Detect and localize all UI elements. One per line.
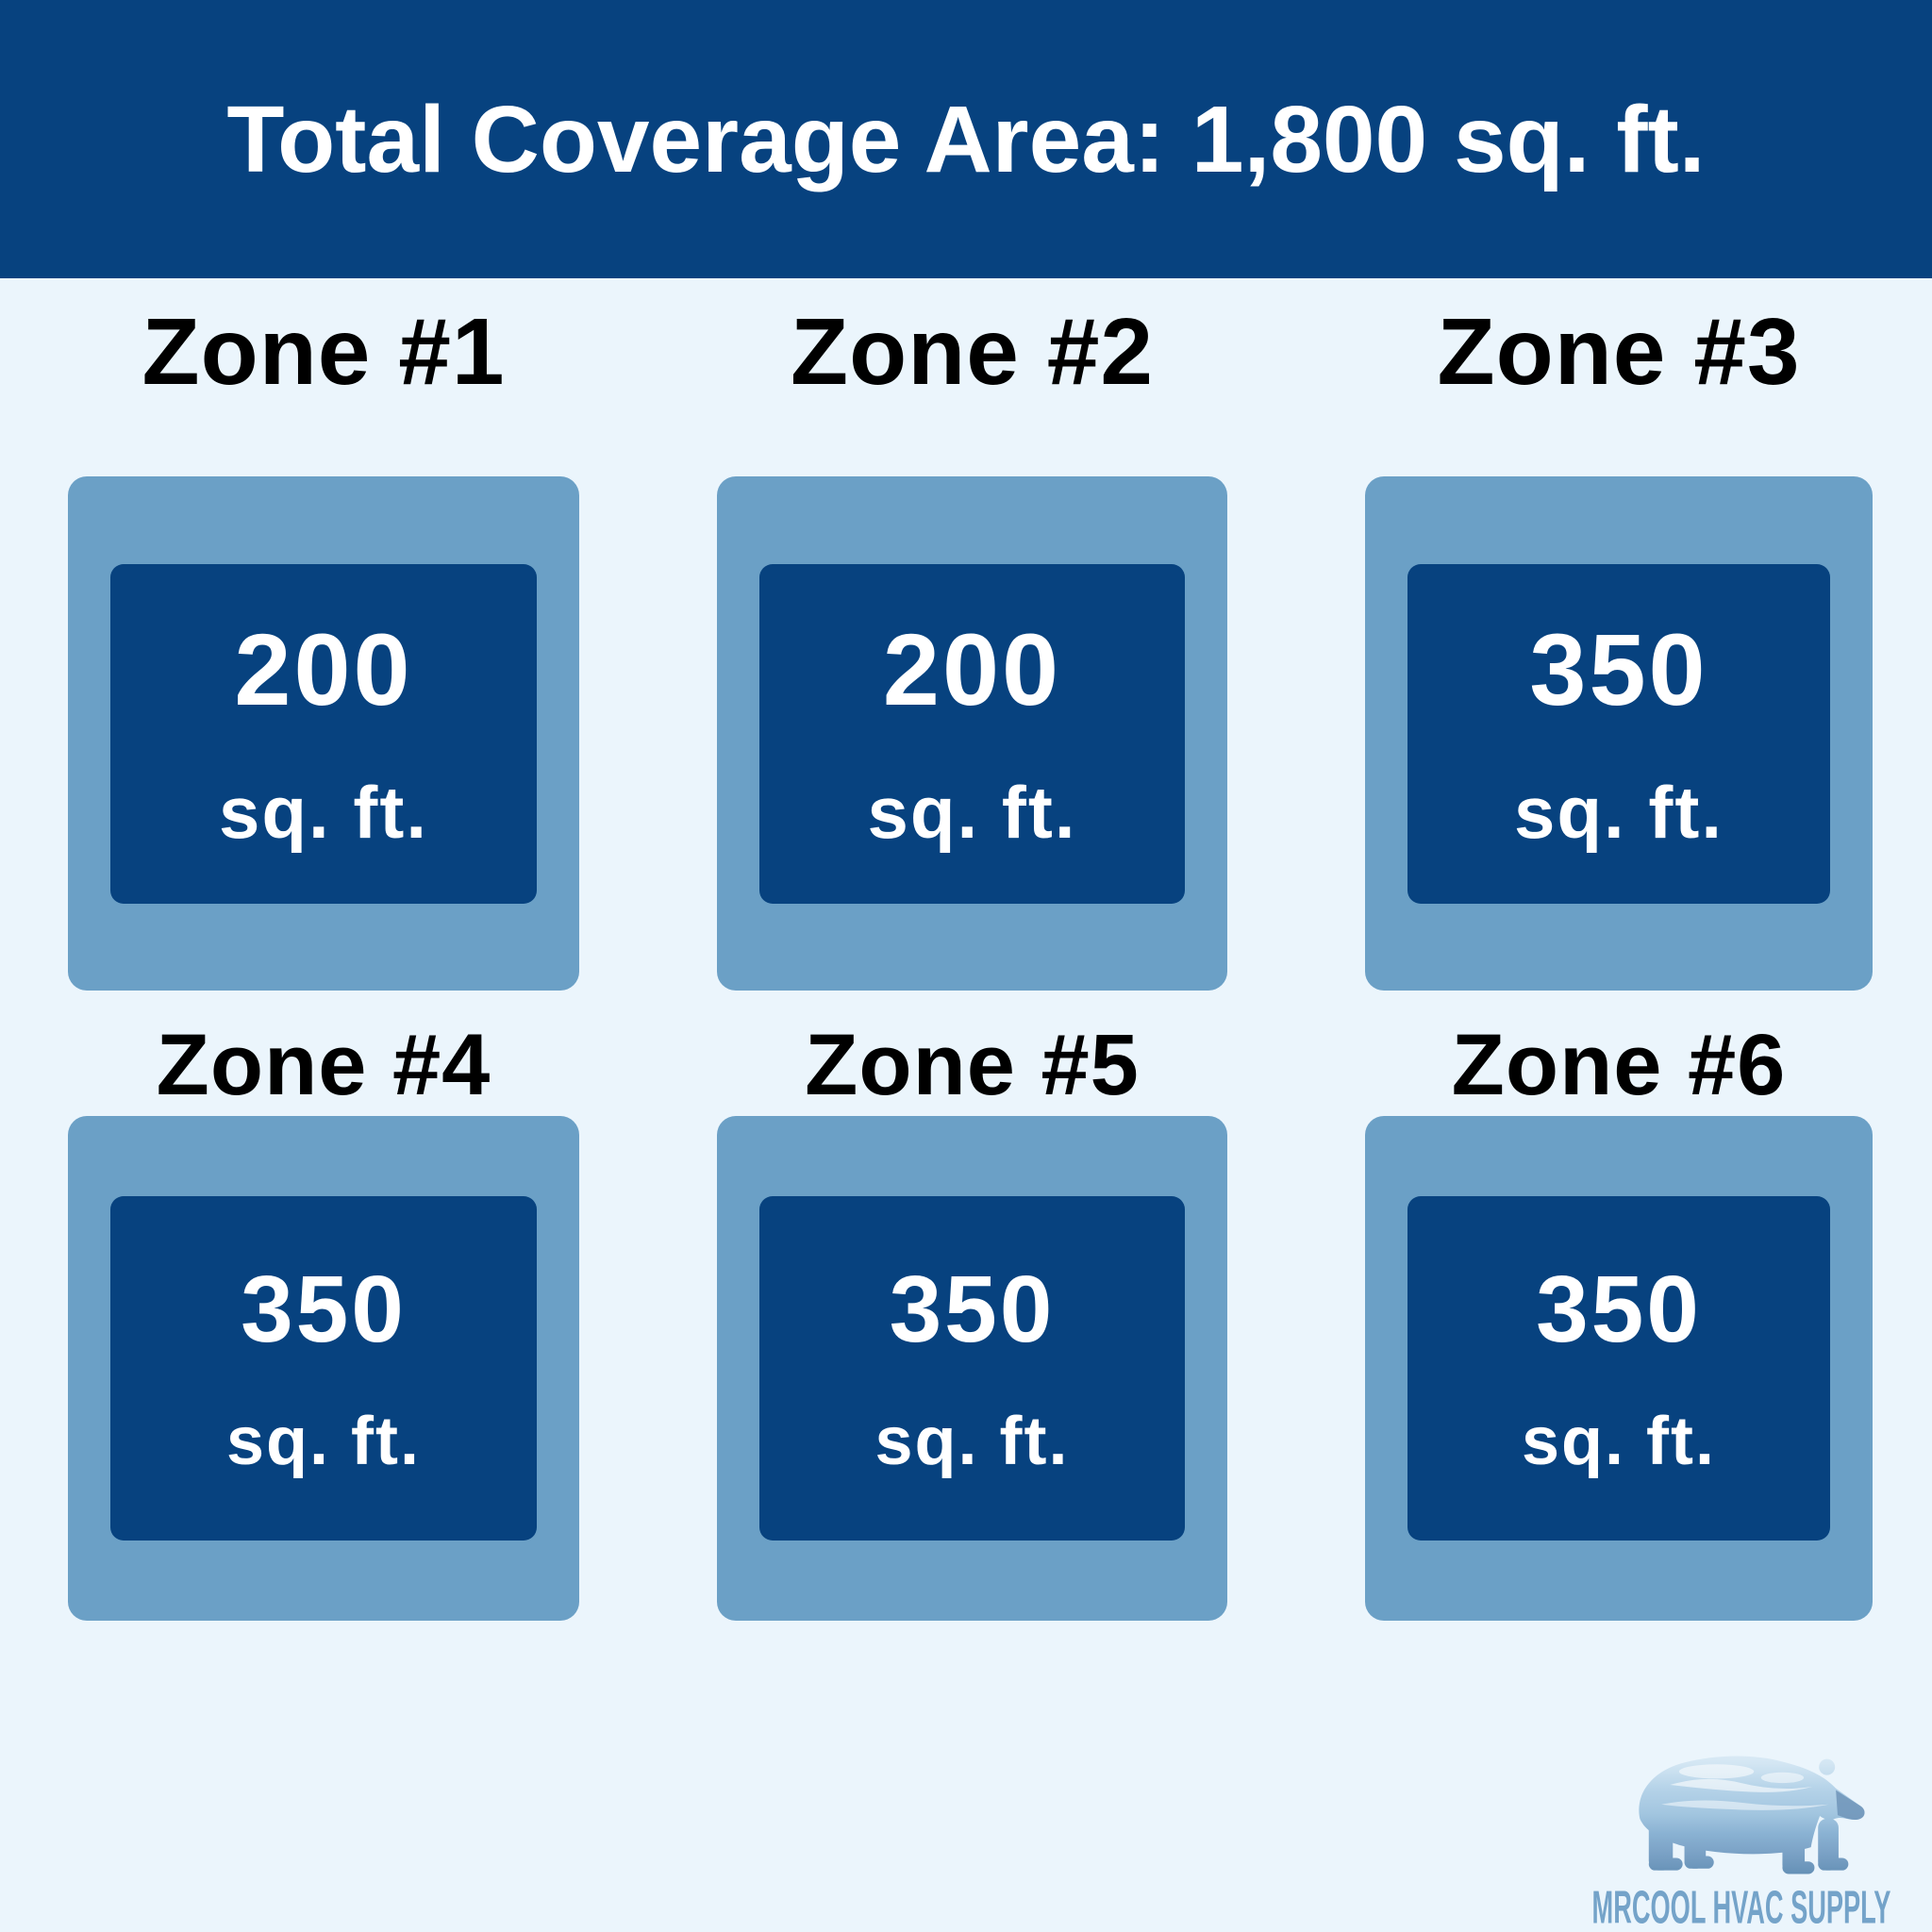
- zone-card-6: Zone #6 350 sq. ft.: [1365, 991, 1873, 1621]
- zone-area-unit: sq. ft.: [1514, 770, 1724, 854]
- zone-area-value: 350: [241, 1256, 407, 1362]
- zone-label: Zone #1: [142, 298, 506, 405]
- zone-area-value: 350: [1536, 1256, 1702, 1362]
- zone-label: Zone #3: [1437, 298, 1801, 405]
- zone-inner-box: 350 sq. ft.: [759, 1196, 1185, 1541]
- zone-card-1: Zone #1 200 sq. ft.: [68, 278, 579, 991]
- zone-area-unit: sq. ft.: [219, 770, 428, 854]
- zone-coverage-box: 200 sq. ft.: [717, 476, 1227, 991]
- zone-area-value: 200: [882, 611, 1062, 726]
- brand-logo: MRCOOL HVAC SUPPLY: [1592, 1721, 1890, 1931]
- zone-label: Zone #2: [791, 298, 1154, 405]
- zone-label: Zone #4: [156, 1016, 491, 1113]
- zone-card-5: Zone #5 350 sq. ft.: [717, 991, 1227, 1621]
- brand-name: MRCOOL HVAC SUPPLY: [1591, 1882, 1891, 1932]
- zone-row-bottom: Zone #4 350 sq. ft. Zone #5 350 sq. ft. …: [0, 991, 1932, 1621]
- zone-area-unit: sq. ft.: [1522, 1403, 1716, 1479]
- zone-coverage-box: 350 sq. ft.: [1365, 476, 1873, 991]
- zone-inner-box: 350 sq. ft.: [1407, 563, 1830, 904]
- zone-area-value: 350: [889, 1256, 1056, 1362]
- zone-row-top: Zone #1 200 sq. ft. Zone #2 200 sq. ft. …: [0, 278, 1932, 991]
- zone-coverage-box: 350 sq. ft.: [1365, 1116, 1873, 1621]
- zone-coverage-box: 350 sq. ft.: [68, 1116, 579, 1621]
- zone-label: Zone #6: [1451, 1016, 1787, 1113]
- zone-inner-box: 350 sq. ft.: [110, 1196, 537, 1541]
- zone-label: Zone #5: [805, 1016, 1140, 1113]
- zone-area-unit: sq. ft.: [867, 770, 1077, 854]
- zone-card-4: Zone #4 350 sq. ft.: [68, 991, 579, 1621]
- page-title: Total Coverage Area: 1,800 sq. ft.: [226, 86, 1706, 192]
- zone-area-value: 200: [234, 611, 413, 726]
- header-banner: Total Coverage Area: 1,800 sq. ft.: [0, 0, 1932, 278]
- zone-area-value: 350: [1529, 611, 1708, 726]
- zone-inner-box: 200 sq. ft.: [759, 563, 1185, 904]
- zone-coverage-box: 200 sq. ft.: [68, 476, 579, 991]
- zone-area-unit: sq. ft.: [874, 1403, 1070, 1479]
- zone-inner-box: 200 sq. ft.: [110, 563, 537, 904]
- zone-area-unit: sq. ft.: [226, 1403, 421, 1479]
- zone-card-3: Zone #3 350 sq. ft.: [1365, 278, 1873, 991]
- polar-bear-icon: [1639, 1756, 1865, 1874]
- zone-coverage-box: 350 sq. ft.: [717, 1116, 1227, 1621]
- zone-inner-box: 350 sq. ft.: [1407, 1196, 1830, 1541]
- zone-card-2: Zone #2 200 sq. ft.: [717, 278, 1227, 991]
